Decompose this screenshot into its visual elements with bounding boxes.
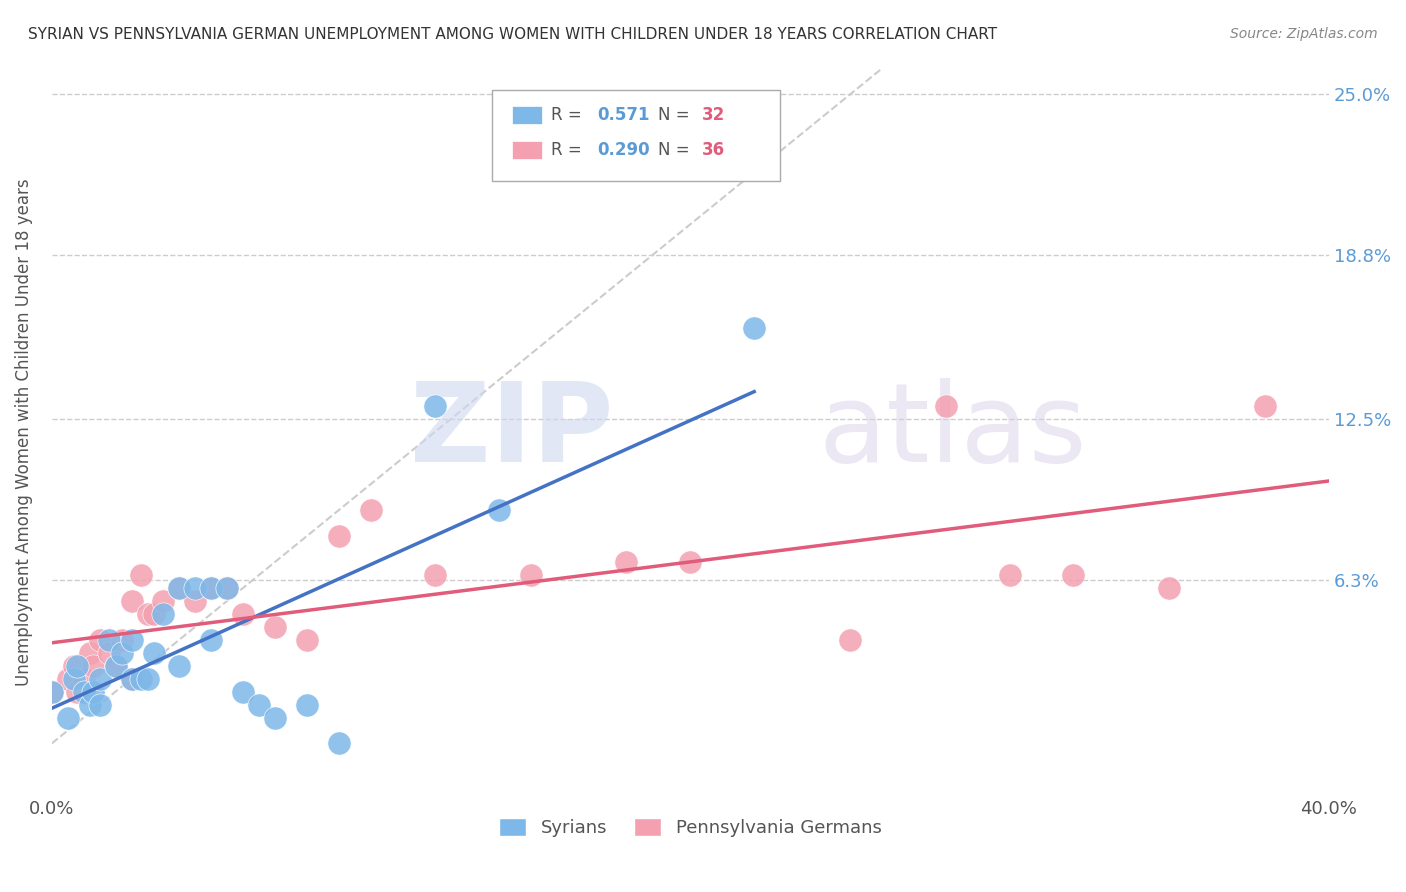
Point — [264, 710, 287, 724]
Point — [200, 581, 222, 595]
Point — [41, 684, 63, 698]
Point — [742, 321, 765, 335]
Point — [41, 684, 63, 698]
Point — [998, 567, 1021, 582]
Point — [217, 581, 239, 595]
FancyBboxPatch shape — [512, 106, 543, 124]
Point — [111, 646, 134, 660]
Point — [79, 646, 101, 660]
Point — [328, 736, 350, 750]
Point — [184, 593, 207, 607]
Point — [142, 646, 165, 660]
Text: N =: N = — [658, 141, 695, 159]
Text: N =: N = — [658, 106, 695, 124]
Text: 0.290: 0.290 — [598, 141, 650, 159]
Y-axis label: Unemployment Among Women with Children Under 18 years: Unemployment Among Women with Children U… — [15, 178, 32, 686]
Point — [169, 581, 191, 595]
Point — [935, 399, 957, 413]
Point — [63, 672, 86, 686]
Point — [82, 658, 104, 673]
Point — [200, 581, 222, 595]
Point — [423, 399, 446, 413]
Point — [136, 607, 159, 621]
FancyBboxPatch shape — [492, 90, 780, 181]
Point — [169, 658, 191, 673]
Point — [63, 658, 86, 673]
Point — [295, 698, 318, 712]
Point — [89, 698, 111, 712]
Point — [200, 632, 222, 647]
Point — [679, 555, 702, 569]
Point — [616, 555, 638, 569]
Point — [152, 593, 174, 607]
Point — [136, 672, 159, 686]
Point — [839, 632, 862, 647]
Point — [129, 672, 152, 686]
Point — [89, 672, 111, 686]
Point — [1159, 581, 1181, 595]
Text: ZIP: ZIP — [411, 378, 613, 485]
Point — [232, 607, 254, 621]
Point — [142, 607, 165, 621]
Point — [1062, 567, 1084, 582]
Legend: Syrians, Pennsylvania Germans: Syrians, Pennsylvania Germans — [492, 811, 889, 845]
Point — [79, 698, 101, 712]
Point — [111, 632, 134, 647]
Point — [104, 658, 127, 673]
Point — [82, 684, 104, 698]
Text: atlas: atlas — [818, 378, 1087, 485]
Point — [121, 672, 143, 686]
Point — [98, 632, 121, 647]
Point — [360, 503, 382, 517]
Point — [295, 632, 318, 647]
Point — [519, 567, 541, 582]
Point — [247, 698, 270, 712]
Point — [328, 529, 350, 543]
Point — [217, 581, 239, 595]
Point — [423, 567, 446, 582]
Text: Source: ZipAtlas.com: Source: ZipAtlas.com — [1230, 27, 1378, 41]
Text: R =: R = — [551, 106, 588, 124]
Point — [184, 581, 207, 595]
Text: 0.571: 0.571 — [598, 106, 650, 124]
Text: 32: 32 — [702, 106, 725, 124]
Point — [104, 658, 127, 673]
Point — [264, 620, 287, 634]
Point — [73, 684, 96, 698]
Point — [56, 672, 79, 686]
Point — [66, 658, 89, 673]
Point — [66, 684, 89, 698]
Point — [56, 710, 79, 724]
Point — [89, 632, 111, 647]
Point — [152, 607, 174, 621]
Point — [232, 684, 254, 698]
Point — [121, 632, 143, 647]
FancyBboxPatch shape — [512, 141, 543, 159]
Point — [98, 646, 121, 660]
Point — [1254, 399, 1277, 413]
Point — [129, 567, 152, 582]
Text: SYRIAN VS PENNSYLVANIA GERMAN UNEMPLOYMENT AMONG WOMEN WITH CHILDREN UNDER 18 YE: SYRIAN VS PENNSYLVANIA GERMAN UNEMPLOYME… — [28, 27, 997, 42]
Point — [121, 593, 143, 607]
Point — [73, 672, 96, 686]
Point — [169, 581, 191, 595]
Text: R =: R = — [551, 141, 588, 159]
Point — [121, 672, 143, 686]
Point — [488, 503, 510, 517]
Text: 36: 36 — [702, 141, 725, 159]
